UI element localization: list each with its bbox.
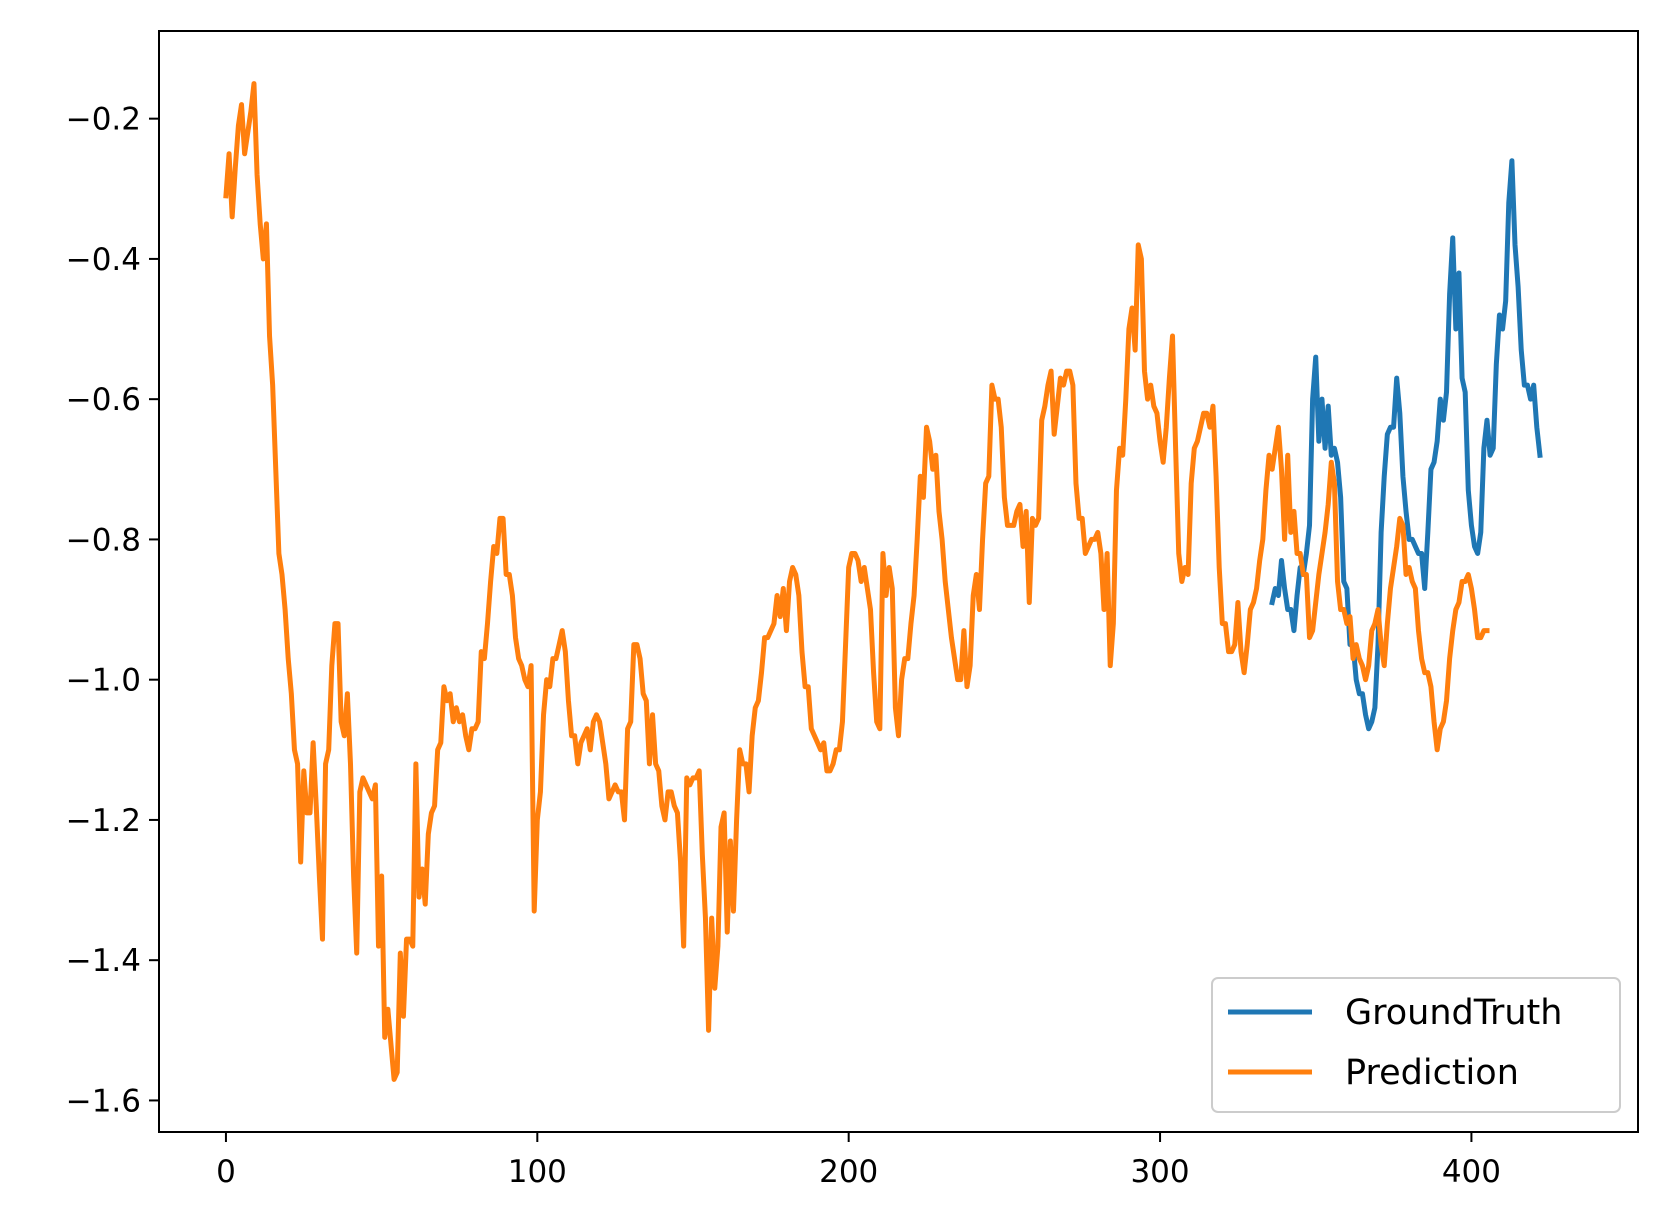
legend: GroundTruth Prediction: [1211, 977, 1621, 1113]
x-tick-label: 200: [819, 1154, 878, 1190]
plot-frame: [158, 30, 1639, 1133]
series-layer: [223, 81, 1543, 1082]
legend-box: [1211, 977, 1621, 1113]
x-tick-label: 0: [216, 1154, 236, 1190]
y-tick-label: −0.6: [66, 382, 141, 418]
x-tick-label: 300: [1130, 1154, 1189, 1190]
legend-label-prediction: Prediction: [1345, 1053, 1519, 1093]
series-line-prediction: [223, 81, 1490, 1082]
series-line-groundtruth: [1269, 158, 1543, 732]
x-tick-label: 400: [1442, 1154, 1501, 1190]
y-tick-label: −1.4: [66, 943, 141, 979]
x-axis: 0 100 200 300 400: [216, 1132, 1501, 1190]
y-tick-label: −1.2: [66, 803, 141, 839]
y-tick-label: −1.6: [66, 1083, 141, 1119]
y-tick-label: −0.2: [66, 102, 141, 138]
y-tick-label: −1.0: [66, 663, 141, 699]
y-tick-label: −0.8: [66, 522, 141, 558]
y-axis: −0.2 −0.4 −0.6 −0.8 −1.0 −1.2 −1.4 −1.6: [66, 102, 159, 1119]
legend-label-groundtruth: GroundTruth: [1345, 993, 1562, 1033]
y-tick-label: −0.4: [66, 242, 141, 278]
x-tick-label: 100: [508, 1154, 567, 1190]
